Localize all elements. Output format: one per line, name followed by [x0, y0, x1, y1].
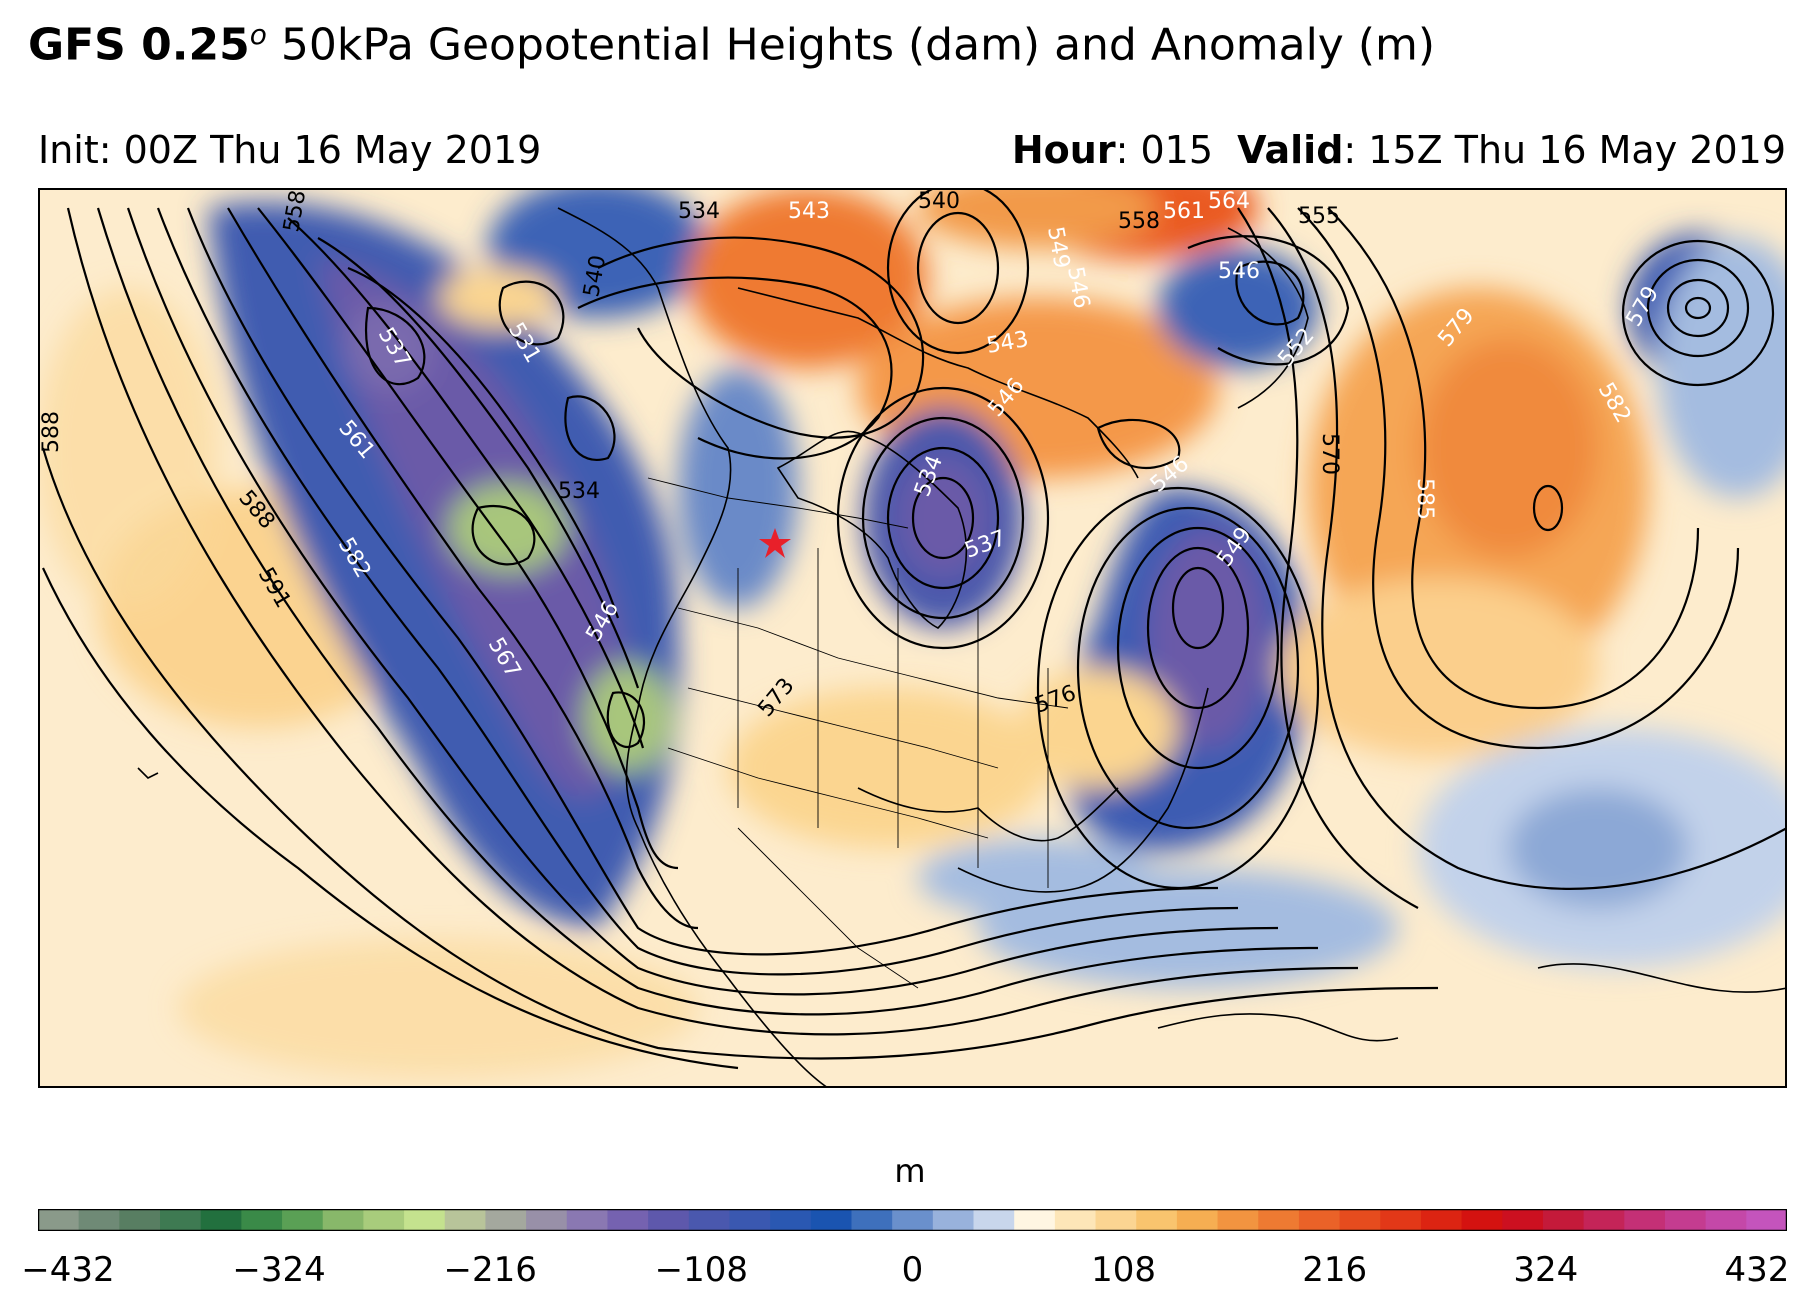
degree-superscript: o — [249, 18, 267, 51]
colorbar-swatch — [1014, 1209, 1056, 1231]
colorbar-swatch — [1664, 1209, 1707, 1231]
colorbar-swatch — [729, 1209, 771, 1231]
colorbar-swatch — [607, 1209, 649, 1231]
colorbar-swatch — [485, 1209, 527, 1231]
contour-label: 561 — [1163, 199, 1205, 224]
contour-label: 588 — [39, 411, 64, 453]
contour-label: 534 — [558, 479, 600, 504]
contour-label: 546 — [1218, 259, 1260, 284]
colorbar-swatch — [1420, 1209, 1463, 1231]
title-rest: 50kPa Geopotential Heights (dam) and Ano… — [266, 19, 1436, 71]
colorbar-unit: m — [894, 1152, 926, 1190]
colorbar-tick-label: −324 — [232, 1250, 326, 1290]
height-contours — [41, 188, 1787, 1070]
colorbar-swatch — [38, 1209, 80, 1231]
colorbar-swatch — [1380, 1209, 1422, 1231]
colorbar-tick-label: 216 — [1302, 1250, 1368, 1290]
colorbar-swatch — [851, 1209, 893, 1231]
colorbar-swatch — [322, 1209, 364, 1231]
colorbar-swatch — [1176, 1209, 1219, 1231]
colorbar-swatch — [1095, 1209, 1137, 1231]
contour-label: 534 — [678, 199, 720, 224]
map-frame — [38, 188, 1787, 1088]
valid-value: : 15Z Thu 16 May 2019 — [1343, 128, 1786, 172]
colorbar-swatch — [1339, 1209, 1381, 1231]
colorbar-swatch — [1136, 1209, 1178, 1231]
colorbar-swatch — [566, 1209, 609, 1231]
colorbar-tick-label: 432 — [1724, 1250, 1790, 1290]
valid-label: Valid — [1237, 128, 1344, 172]
colorbar-swatch — [1542, 1209, 1585, 1231]
colorbar-swatch — [78, 1209, 120, 1231]
colorbar-tick-label: −432 — [21, 1250, 115, 1290]
location-star-icon — [759, 528, 791, 558]
colorbar-swatch — [1705, 1209, 1747, 1231]
colorbar-swatch — [1461, 1209, 1503, 1231]
colorbar-tick-label: 324 — [1513, 1250, 1579, 1290]
colorbar-swatch — [160, 1209, 202, 1231]
colorbar-swatch — [1258, 1209, 1300, 1231]
colorbar-swatch — [444, 1209, 487, 1231]
hour-label: Hour — [1011, 128, 1116, 172]
colorbar-swatch — [526, 1209, 568, 1231]
colorbar-swatch — [1624, 1209, 1666, 1231]
contour-label: 558 — [1118, 209, 1160, 234]
colorbar-swatch — [973, 1209, 1015, 1231]
colorbar-swatch — [1583, 1209, 1625, 1231]
colorbar-swatch — [404, 1209, 446, 1231]
colorbar-swatch — [770, 1209, 812, 1231]
colorbar-swatch — [688, 1209, 731, 1231]
contour-label: 570 — [1317, 433, 1342, 475]
colorbar-tick-label: 0 — [901, 1250, 924, 1290]
anomaly-field — [38, 188, 1787, 1078]
colorbar-swatch — [1054, 1209, 1097, 1231]
colorbar-tick-label: 108 — [1091, 1250, 1157, 1290]
colorbar-swatch — [648, 1209, 690, 1231]
colorbar-tick-label: −108 — [654, 1250, 749, 1290]
colorbar-swatch — [119, 1209, 161, 1231]
contour-label: 540 — [918, 189, 960, 214]
colorbar-swatch — [241, 1209, 283, 1231]
colorbar — [38, 1209, 1787, 1231]
colorbar-tick-label: −216 — [443, 1250, 537, 1290]
colorbar-swatch — [892, 1209, 934, 1231]
colorbar-swatch — [810, 1209, 853, 1231]
valid-time-line: Hour: 015 Valid: 15Z Thu 16 May 2019 — [1012, 128, 1786, 172]
colorbar-swatch — [1746, 1209, 1787, 1231]
colorbar-swatch — [363, 1209, 405, 1231]
colorbar-swatch — [1298, 1209, 1341, 1231]
colorbar-swatch — [282, 1209, 324, 1231]
colorbar-swatch — [1502, 1209, 1544, 1231]
model-name: GFS 0.25 — [28, 19, 250, 71]
contour-label: 564 — [1208, 189, 1250, 214]
colorbar-swatch — [1217, 1209, 1259, 1231]
colorbar-swatch — [932, 1209, 975, 1231]
init-time: Init: 00Z Thu 16 May 2019 — [38, 128, 542, 172]
map-panel: 558 534 543 540 549 558 561 564 555 546 … — [38, 188, 1787, 1088]
colorbar-swatch — [200, 1209, 242, 1231]
chart-title: GFS 0.25o 50kPa Geopotential Heights (da… — [28, 18, 1435, 71]
contour-label: 543 — [788, 199, 830, 224]
coastlines — [137, 207, 1787, 1088]
contour-label: 585 — [1412, 478, 1437, 520]
contour-label: 555 — [1298, 204, 1340, 229]
hour-value: : 015 — [1115, 128, 1213, 172]
political-borders — [647, 477, 1069, 989]
